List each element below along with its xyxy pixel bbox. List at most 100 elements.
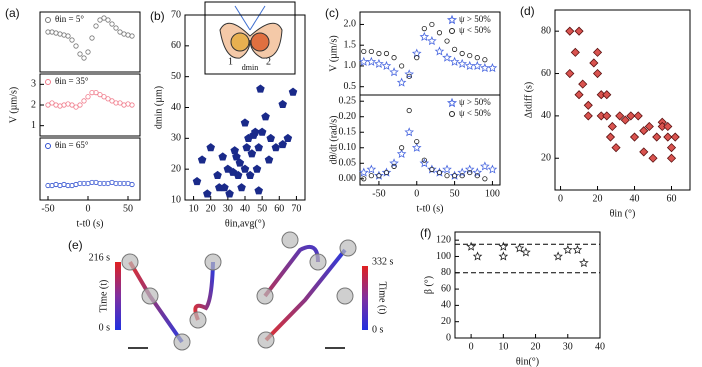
y-tick-label: 2.0: [344, 19, 357, 30]
x-tick-label: 20: [593, 193, 603, 204]
data-point: [399, 145, 405, 151]
data-point: [442, 52, 452, 62]
data-point: [376, 173, 382, 179]
data-point: [670, 132, 680, 142]
data-point: [570, 47, 580, 57]
x-tick-label: -50: [372, 188, 385, 199]
data-point: [666, 143, 677, 153]
data-point: [521, 247, 531, 257]
y-tick-label: 50: [171, 71, 181, 82]
data-point: [389, 67, 399, 77]
inset-label: 1: [228, 56, 233, 67]
colorbar-label: 216 s: [89, 252, 111, 263]
legend-label: ψ > 50%: [459, 97, 491, 107]
data-point: [583, 111, 593, 121]
data-point: [69, 102, 75, 108]
data-point: [113, 25, 119, 31]
data-point: [381, 167, 392, 177]
legend-marker: [45, 17, 51, 23]
colorbar-label: 0 s: [372, 324, 384, 335]
data-point: [192, 177, 202, 186]
y-tick-label: 80: [441, 267, 451, 278]
data-point: [247, 149, 257, 158]
y-tick-label: 20: [541, 153, 551, 164]
data-point: [361, 176, 367, 182]
data-point: [562, 244, 573, 255]
x-tick-label: 70: [291, 203, 301, 214]
y-tick-label: 1.5: [344, 39, 357, 50]
data-point: [498, 251, 509, 261]
data-point: [467, 169, 473, 176]
data-point: [45, 29, 51, 35]
y-tick-label: 70: [171, 9, 181, 20]
colorbar-label: 0 s: [99, 322, 111, 333]
inset-label: 2: [266, 56, 271, 67]
data-point: [383, 169, 390, 176]
x-tick-label: 50: [123, 203, 133, 214]
data-point: [264, 155, 274, 164]
legend-marker: [45, 79, 51, 85]
y-tick-label: 60: [541, 68, 551, 79]
y-axis-label: V (µm/s): [328, 35, 339, 71]
data-point: [457, 167, 467, 177]
y-tick-label: 1: [31, 120, 36, 131]
data-point: [89, 35, 95, 41]
y-tick-label: 0.5: [344, 81, 357, 92]
data-point: [565, 26, 575, 36]
panel-label: (f): [420, 226, 431, 240]
data-point: [101, 180, 107, 187]
data-point: [129, 33, 135, 39]
x-tick-label: 50: [450, 188, 460, 199]
data-point: [278, 99, 287, 109]
data-point: [574, 90, 584, 100]
data-point: [615, 111, 625, 121]
y-tick-label: 10: [171, 194, 181, 205]
data-point: [389, 158, 399, 168]
data-point: [251, 127, 260, 136]
data-point: [69, 37, 75, 43]
panel-label: (e): [68, 238, 83, 252]
x-tick-label: 20: [531, 341, 541, 352]
data-point: [206, 143, 215, 152]
data-point: [85, 49, 91, 55]
y-tick-label: 0.15: [339, 127, 357, 138]
data-point: [406, 107, 412, 114]
y-tick-label: 60: [441, 283, 451, 294]
data-point: [368, 173, 374, 179]
data-point: [605, 132, 616, 142]
data-point: [429, 166, 435, 173]
y-tick-label: 100: [436, 251, 451, 262]
data-point: [629, 132, 640, 142]
y-tick-label: 120: [436, 234, 451, 245]
data-point: [230, 146, 239, 155]
data-point: [101, 15, 107, 21]
data-point: [565, 68, 575, 79]
data-point: [376, 50, 382, 57]
y-tick-label: 1.0: [344, 60, 357, 71]
plot-frame: [454, 231, 601, 339]
data-point: [232, 152, 241, 161]
data-point: [602, 90, 612, 100]
data-point: [607, 121, 617, 132]
data-point: [89, 90, 95, 96]
data-point: [652, 132, 662, 142]
data-point: [472, 251, 483, 261]
data-point: [117, 100, 123, 106]
data-point: [366, 164, 377, 174]
data-point: [648, 153, 658, 163]
data-point: [592, 68, 603, 79]
data-point: [644, 121, 654, 132]
legend-label: θin = 35°: [55, 76, 89, 86]
data-point: [472, 167, 483, 177]
data-point: [85, 94, 91, 100]
data-point: [639, 147, 649, 157]
data-point: [444, 38, 450, 44]
data-point: [77, 180, 83, 187]
data-point: [113, 180, 119, 187]
data-point: [77, 102, 83, 108]
data-point: [419, 158, 430, 168]
data-point: [121, 180, 127, 187]
legend-label: ψ < 50%: [459, 108, 491, 118]
panel-e: (e) 216 s 0 s Time (t) 332 s 0 s Time (t…: [68, 231, 394, 351]
data-point: [117, 180, 123, 187]
